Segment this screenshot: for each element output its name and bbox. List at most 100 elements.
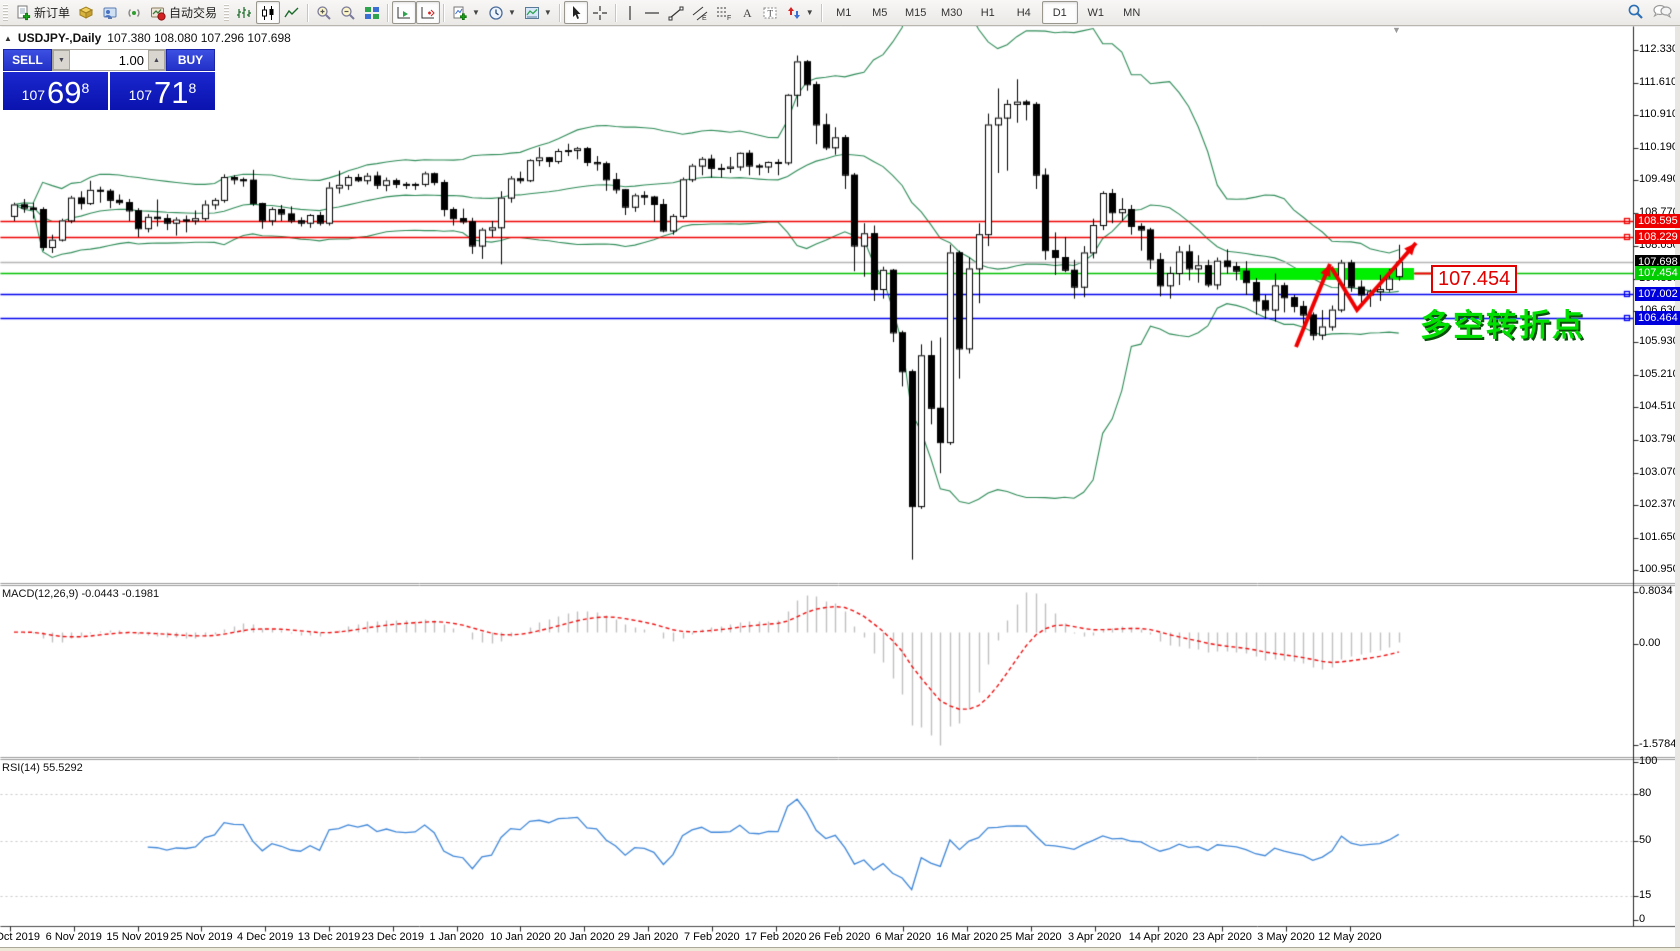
rsi-tick-label: 15: [1639, 889, 1652, 902]
timeframe-button-h4[interactable]: H4: [1016, 6, 1031, 19]
sell-price-button[interactable]: 107 69 8: [3, 72, 108, 110]
market-watch-button[interactable]: [74, 1, 98, 24]
svg-text:T: T: [767, 8, 773, 18]
macd-indicator-label: MACD(12,26,9) -0.0443 -0.1981: [2, 588, 160, 600]
volume-increase-button[interactable]: ▲: [148, 50, 165, 70]
chat-icon[interactable]: [1652, 3, 1672, 22]
time-axis-label: 10 Jan 2020: [490, 931, 551, 943]
time-axis-label: 16 Mar 2020: [936, 931, 998, 943]
auto-trading-button[interactable]: 自动交易: [146, 1, 221, 24]
toolbar-separator: [820, 3, 823, 22]
trendline-button[interactable]: [664, 1, 688, 24]
svg-text:A: A: [743, 6, 752, 20]
new-order-button[interactable]: 新订单: [11, 1, 74, 24]
svg-text:E: E: [702, 15, 707, 21]
time-axis-label: 20 Jan 2020: [553, 931, 615, 943]
time-axis-label: 12 May 2020: [1317, 931, 1382, 943]
timeframe-button-m1[interactable]: M1: [836, 6, 852, 19]
dropdown-caret-icon: ▼: [805, 8, 814, 17]
price-tick-label: 105.930: [1639, 335, 1679, 348]
price-level-tag: 107.454: [1635, 265, 1680, 280]
turning-point-annotation[interactable]: 多空转折点: [1420, 308, 1585, 343]
macd-tick-label: -1.5784: [1639, 738, 1677, 750]
price-tick-label: 105.210: [1639, 368, 1679, 381]
volume-decrease-button[interactable]: ▼: [53, 50, 70, 70]
time-axis-label: 4 Dec 2019: [237, 931, 294, 943]
search-icon[interactable]: [1627, 3, 1644, 23]
sell-button[interactable]: SELL: [3, 49, 52, 71]
auto-trading-label: 自动交易: [169, 6, 218, 20]
zoom-in-button[interactable]: [312, 1, 336, 24]
timeframe-button-m5[interactable]: M5: [872, 6, 888, 19]
trendline-icon: [668, 5, 684, 21]
collapse-triangle-icon[interactable]: ▲: [4, 33, 12, 43]
toolbar-drag-handle[interactable]: [224, 3, 230, 22]
crosshair-button[interactable]: [588, 1, 612, 24]
timeframe-button-m30[interactable]: M30: [941, 6, 963, 19]
price-tick-label: 110.910: [1639, 107, 1678, 120]
fibonacci-icon: F: [716, 5, 732, 21]
dropdown-caret-icon: ▼: [543, 8, 552, 17]
svg-text:F: F: [727, 15, 731, 21]
buy-price-button[interactable]: 107 71 8: [110, 72, 215, 110]
chart-shift-marker-icon[interactable]: ▼: [1392, 25, 1401, 35]
price-callout-box[interactable]: 107.454: [1431, 265, 1518, 293]
templates-button[interactable]: ▼: [520, 1, 556, 24]
new-order-icon: [15, 5, 31, 21]
line-chart-icon: [284, 5, 300, 21]
timeframe-button-d1[interactable]: D1: [1041, 1, 1078, 24]
time-axis-label: 23 Dec 2019: [361, 931, 424, 943]
horizontal-line-button[interactable]: [640, 1, 664, 24]
zoom-out-icon: [340, 5, 356, 21]
timeframe-button-w1[interactable]: W1: [1087, 6, 1104, 19]
price-tick-label: 112.330: [1639, 42, 1678, 55]
rsi-tick-label: 0: [1639, 913, 1646, 925]
toolbar-drag-handle[interactable]: [3, 3, 8, 22]
profile-icon: [102, 5, 118, 21]
chart-shift-button[interactable]: [416, 1, 441, 24]
equidistant-channel-button[interactable]: E: [688, 1, 712, 24]
time-axis-label: 23 Apr 2020: [1192, 931, 1252, 943]
tile-windows-button[interactable]: [360, 1, 384, 24]
text-label-button[interactable]: T: [758, 1, 782, 24]
timeframe-button-h1[interactable]: H1: [980, 6, 995, 19]
buy-price-point: 8: [188, 80, 197, 96]
horizontal-line-icon: [644, 5, 660, 21]
cursor-button[interactable]: [563, 1, 588, 24]
time-axis-label: 25 Nov 2019: [170, 931, 233, 943]
price-tick-label: 103.790: [1639, 433, 1679, 446]
profile-button[interactable]: [98, 1, 122, 24]
auto-scroll-button[interactable]: [392, 1, 417, 24]
timeframe-button-m15[interactable]: M15: [905, 6, 927, 19]
one-click-trade-panel: SELL ▼ ▲ BUY 107 69 8 107 71 8: [3, 49, 215, 110]
buy-button[interactable]: BUY: [166, 49, 215, 71]
text-button[interactable]: A: [736, 1, 758, 24]
indicators-button[interactable]: ▼: [448, 1, 484, 24]
price-tick-label: 101.650: [1639, 531, 1679, 544]
timeframe-button-mn[interactable]: MN: [1123, 6, 1141, 19]
sell-price-whole: 107: [21, 87, 46, 103]
line-chart-button[interactable]: [280, 1, 304, 24]
volume-input[interactable]: [70, 50, 148, 70]
vertical-line-button[interactable]: [620, 1, 640, 24]
price-level-tag: 108.595: [1635, 213, 1680, 228]
periods-button[interactable]: ▼: [484, 1, 520, 24]
zoom-out-button[interactable]: [336, 1, 360, 24]
toolbar-separator: [614, 3, 617, 22]
fibonacci-button[interactable]: F: [712, 1, 736, 24]
text-label-icon: T: [762, 5, 778, 21]
auto-trading-icon: [150, 5, 166, 21]
timeframe-group: M1 M5 M15 M30 H1 H4 D1 W1 MN: [826, 1, 1150, 24]
time-axis-label: 17 Feb 2020: [744, 931, 807, 943]
arrows-button[interactable]: ▼: [782, 1, 818, 24]
candlestick-chart-button[interactable]: [256, 1, 281, 24]
rsi-tick-label: 50: [1639, 834, 1652, 846]
time-axis-label: 29 Jan 2020: [617, 931, 679, 943]
templates-icon: [524, 5, 540, 21]
arrows-icon: [786, 5, 802, 21]
dropdown-caret-icon: ▼: [507, 8, 516, 17]
signals-button[interactable]: [122, 1, 146, 24]
buy-price-whole: 107: [128, 87, 153, 103]
bar-chart-button[interactable]: [232, 1, 256, 24]
